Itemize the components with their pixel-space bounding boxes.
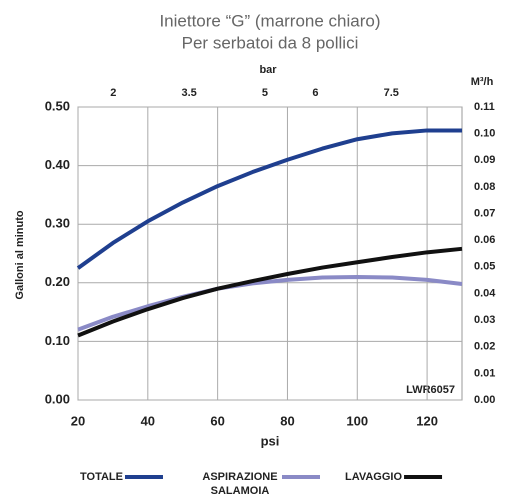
y2-tick-label: 0.02	[474, 341, 495, 353]
x2-axis-label: bar	[259, 64, 277, 76]
y2-tick-label: 0.11	[474, 101, 495, 113]
x2-tick-label: 2	[110, 87, 116, 99]
y2-tick-label: 0.03	[474, 314, 495, 326]
series-line	[76, 128, 462, 270]
y-tick-label: 0.40	[45, 157, 70, 172]
series-line	[77, 274, 463, 332]
y2-tick-label: 0.10	[474, 128, 495, 140]
y2-tick-label: 0.05	[474, 261, 495, 273]
legend-label: LAVAGGIO	[345, 471, 402, 483]
y2-tick-label: 0.06	[474, 234, 495, 246]
y2-tick-label: 0.08	[474, 181, 495, 193]
x-tick-label: 120	[416, 413, 438, 428]
x-tick-label: 20	[71, 413, 85, 428]
chart-title: Iniettore “G” (marrone chiaro)	[159, 11, 380, 30]
series-line	[77, 246, 463, 338]
y-tick-label: 0.10	[45, 333, 70, 348]
x2-tick-label: 3.5	[182, 87, 197, 99]
chart-subtitle: Per serbatoi da 8 pollici	[182, 33, 359, 52]
x-tick-label: 80	[280, 413, 294, 428]
y-tick-label: 0.50	[45, 98, 70, 113]
y-tick-label: 0.00	[45, 391, 70, 406]
y2-tick-label: 0.00	[474, 394, 495, 406]
x2-tick-label: 6	[312, 87, 318, 99]
y2-tick-label: 0.01	[474, 367, 495, 379]
x2-tick-label: 5	[262, 87, 268, 99]
y-tick-label: 0.20	[45, 274, 70, 289]
x-axis-label: psi	[261, 433, 280, 448]
x-tick-label: 100	[346, 413, 368, 428]
x-tick-label: 60	[210, 413, 224, 428]
y-axis-label: Galloni al minuto	[14, 210, 26, 300]
annotation: LWR6057	[406, 384, 455, 396]
y2-tick-label: 0.04	[474, 287, 496, 299]
y2-tick-label: 0.09	[474, 154, 495, 166]
y-tick-label: 0.30	[45, 216, 70, 231]
x-tick-label: 40	[141, 413, 155, 428]
legend-label: ASPIRAZIONE SALAMOIA	[202, 471, 277, 497]
y2-axis-label: M³/h	[471, 76, 494, 88]
x2-tick-label: 7.5	[384, 87, 399, 99]
legend-label: TOTALE	[80, 471, 123, 483]
y2-tick-label: 0.07	[474, 207, 495, 219]
